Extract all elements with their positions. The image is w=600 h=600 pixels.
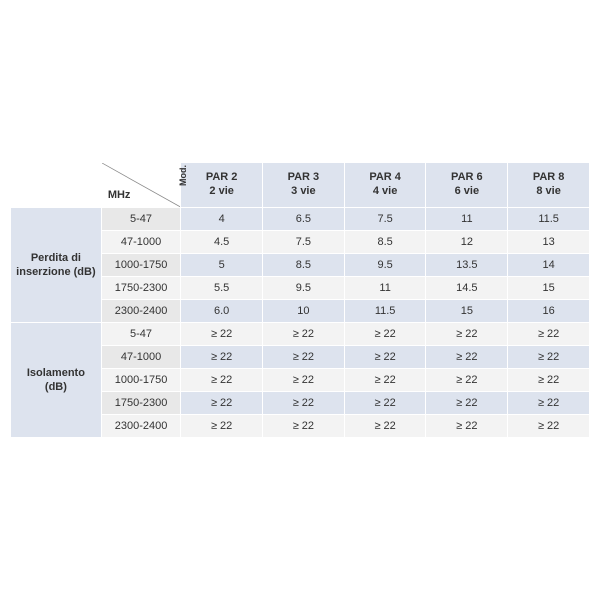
value-cell: ≥ 22 xyxy=(181,369,263,392)
value-cell: 7.5 xyxy=(263,231,345,254)
header-col-2: PAR 4 4 vie xyxy=(344,163,426,208)
value-cell: ≥ 22 xyxy=(508,392,590,415)
header-mhz-label: MHz xyxy=(108,189,131,203)
band-cell: 1750-2300 xyxy=(101,277,180,300)
value-cell: 11 xyxy=(344,277,426,300)
value-cell: ≥ 22 xyxy=(181,415,263,438)
value-cell: 11.5 xyxy=(508,208,590,231)
value-cell: ≥ 22 xyxy=(344,415,426,438)
value-cell: 10 xyxy=(263,300,345,323)
value-cell: ≥ 22 xyxy=(508,415,590,438)
value-cell: ≥ 22 xyxy=(508,323,590,346)
value-cell: ≥ 22 xyxy=(344,323,426,346)
value-cell: 11 xyxy=(426,208,508,231)
header-col-line2: 6 vie xyxy=(455,185,479,197)
value-cell: 5.5 xyxy=(181,277,263,300)
header-mod-label: Mod. xyxy=(178,165,189,186)
header-col-0: PAR 2 2 vie xyxy=(181,163,263,208)
value-cell: ≥ 22 xyxy=(426,415,508,438)
value-cell: ≥ 22 xyxy=(181,323,263,346)
value-cell: 4 xyxy=(181,208,263,231)
value-cell: 8.5 xyxy=(344,231,426,254)
value-cell: 6.0 xyxy=(181,300,263,323)
value-cell: ≥ 22 xyxy=(181,392,263,415)
header-blank xyxy=(11,163,102,208)
table-header: MHz Mod. PAR 2 2 vie PAR 3 3 vie PAR 4 4… xyxy=(11,163,590,208)
value-cell: ≥ 22 xyxy=(508,369,590,392)
value-cell: 15 xyxy=(508,277,590,300)
row-group-label: Isolamento (dB) xyxy=(11,323,102,438)
value-cell: ≥ 22 xyxy=(263,392,345,415)
value-cell: 7.5 xyxy=(344,208,426,231)
band-cell: 2300-2400 xyxy=(101,300,180,323)
value-cell: 9.5 xyxy=(263,277,345,300)
value-cell: 15 xyxy=(426,300,508,323)
table-row: Isolamento (dB)5-47≥ 22≥ 22≥ 22≥ 22≥ 22 xyxy=(11,323,590,346)
header-col-line2: 2 vie xyxy=(209,185,233,197)
table-row: Perdita diinserzione (dB)5-4746.57.51111… xyxy=(11,208,590,231)
value-cell: 5 xyxy=(181,254,263,277)
header-mhz: MHz Mod. xyxy=(101,163,180,208)
value-cell: ≥ 22 xyxy=(263,346,345,369)
header-col-line1: PAR 3 xyxy=(288,171,320,183)
header-col-line2: 3 vie xyxy=(291,185,315,197)
value-cell: ≥ 22 xyxy=(263,323,345,346)
value-cell: 8.5 xyxy=(263,254,345,277)
header-col-3: PAR 6 6 vie xyxy=(426,163,508,208)
value-cell: ≥ 22 xyxy=(263,369,345,392)
value-cell: 6.5 xyxy=(263,208,345,231)
value-cell: 14.5 xyxy=(426,277,508,300)
header-col-line1: PAR 6 xyxy=(451,171,483,183)
value-cell: ≥ 22 xyxy=(426,323,508,346)
value-cell: 14 xyxy=(508,254,590,277)
header-col-1: PAR 3 3 vie xyxy=(263,163,345,208)
spec-table: MHz Mod. PAR 2 2 vie PAR 3 3 vie PAR 4 4… xyxy=(10,162,590,438)
spec-table-container: MHz Mod. PAR 2 2 vie PAR 3 3 vie PAR 4 4… xyxy=(10,162,590,438)
band-cell: 1000-1750 xyxy=(101,254,180,277)
band-cell: 2300-2400 xyxy=(101,415,180,438)
header-col-line1: PAR 8 xyxy=(533,171,565,183)
band-cell: 47-1000 xyxy=(101,346,180,369)
band-cell: 1000-1750 xyxy=(101,369,180,392)
band-cell: 1750-2300 xyxy=(101,392,180,415)
value-cell: 9.5 xyxy=(344,254,426,277)
value-cell: ≥ 22 xyxy=(426,369,508,392)
value-cell: ≥ 22 xyxy=(344,392,426,415)
header-col-line2: 8 vie xyxy=(536,185,560,197)
value-cell: 13 xyxy=(508,231,590,254)
header-col-line1: PAR 4 xyxy=(369,171,401,183)
value-cell: 4.5 xyxy=(181,231,263,254)
header-col-4: PAR 8 8 vie xyxy=(508,163,590,208)
header-col-line2: 4 vie xyxy=(373,185,397,197)
band-cell: 5-47 xyxy=(101,208,180,231)
value-cell: 13.5 xyxy=(426,254,508,277)
header-col-line1: PAR 2 xyxy=(206,171,238,183)
value-cell: ≥ 22 xyxy=(263,415,345,438)
value-cell: ≥ 22 xyxy=(508,346,590,369)
value-cell: ≥ 22 xyxy=(344,369,426,392)
row-group-label: Perdita diinserzione (dB) xyxy=(11,208,102,323)
value-cell: ≥ 22 xyxy=(344,346,426,369)
value-cell: ≥ 22 xyxy=(426,346,508,369)
value-cell: 12 xyxy=(426,231,508,254)
value-cell: 11.5 xyxy=(344,300,426,323)
value-cell: ≥ 22 xyxy=(426,392,508,415)
band-cell: 47-1000 xyxy=(101,231,180,254)
band-cell: 5-47 xyxy=(101,323,180,346)
table-body: Perdita diinserzione (dB)5-4746.57.51111… xyxy=(11,208,590,438)
value-cell: 16 xyxy=(508,300,590,323)
value-cell: ≥ 22 xyxy=(181,346,263,369)
